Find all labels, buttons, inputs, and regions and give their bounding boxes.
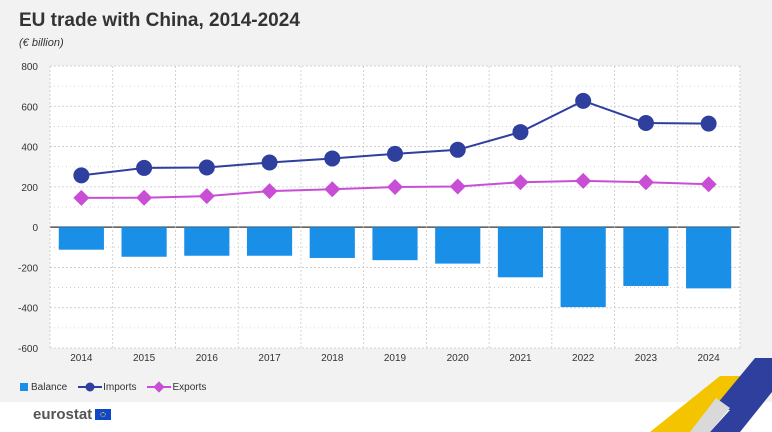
bar-balance	[623, 227, 669, 286]
point-imports	[136, 159, 153, 176]
bar-balance	[246, 227, 293, 256]
chart-subtitle: (€ billion)	[19, 37, 64, 49]
point-exports	[700, 176, 717, 193]
point-exports	[512, 174, 529, 191]
point-imports	[449, 141, 466, 158]
point-exports	[387, 179, 403, 196]
bar-balance	[372, 227, 418, 261]
point-exports	[324, 181, 341, 198]
point-exports	[198, 188, 215, 205]
y-tick-label: 400	[21, 143, 38, 154]
x-tick-label: 2015	[133, 353, 156, 364]
bar-balance	[309, 227, 355, 258]
legend-item-balance: Balance	[19, 382, 67, 393]
point-imports	[575, 92, 592, 109]
brand-name: eurostat	[33, 406, 93, 423]
point-exports	[73, 189, 90, 206]
point-exports	[575, 172, 592, 189]
bar-balance	[121, 227, 167, 257]
legend-label-imports: Imports	[103, 381, 137, 393]
y-tick-label: -200	[18, 263, 38, 274]
x-tick-label: 2021	[509, 353, 532, 364]
x-tick-label: 2018	[321, 353, 344, 364]
point-imports	[637, 115, 654, 132]
y-tick-label: -400	[18, 304, 38, 315]
bar-balance	[686, 227, 732, 289]
footer	[0, 402, 772, 432]
bar-balance	[435, 227, 481, 264]
point-imports	[73, 167, 90, 184]
legend-label-balance: Balance	[31, 381, 68, 393]
point-imports	[261, 154, 278, 171]
point-imports	[387, 145, 403, 162]
x-tick-label: 2019	[384, 353, 407, 364]
legend-item-imports: Imports	[77, 381, 136, 393]
point-imports	[198, 159, 215, 176]
y-tick-label: 800	[21, 62, 38, 73]
bar-balance	[58, 227, 104, 250]
y-tick-label: 0	[32, 223, 38, 234]
y-tick-label: -600	[18, 344, 38, 355]
bar-balance	[560, 227, 606, 308]
y-tick-label: 600	[21, 102, 38, 113]
point-imports	[324, 150, 341, 167]
chart-legend: Balance Imports Exports	[19, 381, 216, 393]
eurostat-logo: eurostat	[33, 406, 112, 423]
x-tick-label: 2017	[258, 353, 281, 364]
bar-balance	[184, 227, 230, 256]
exports-line-icon	[147, 381, 172, 393]
balance-swatch-icon	[20, 383, 28, 391]
point-exports	[136, 189, 153, 206]
point-exports	[261, 183, 278, 200]
imports-line-icon	[78, 382, 103, 392]
point-exports	[637, 174, 654, 191]
x-tick-label: 2016	[196, 353, 219, 364]
x-tick-label: 2024	[698, 353, 721, 364]
x-tick-label: 2020	[447, 353, 470, 364]
legend-item-exports: Exports	[146, 381, 206, 393]
chart-title: EU trade with China, 2014-2024	[19, 10, 300, 31]
point-imports	[512, 124, 529, 141]
legend-label-exports: Exports	[172, 381, 207, 393]
x-tick-label: 2023	[635, 353, 658, 364]
eu-flag-icon	[95, 409, 112, 420]
corner-decoration-icon	[650, 358, 772, 432]
point-exports	[449, 178, 466, 195]
bar-balance	[497, 227, 544, 278]
x-tick-label: 2014	[70, 353, 93, 364]
x-tick-label: 2022	[572, 353, 595, 364]
y-tick-label: 200	[21, 183, 38, 194]
point-imports	[700, 115, 717, 132]
